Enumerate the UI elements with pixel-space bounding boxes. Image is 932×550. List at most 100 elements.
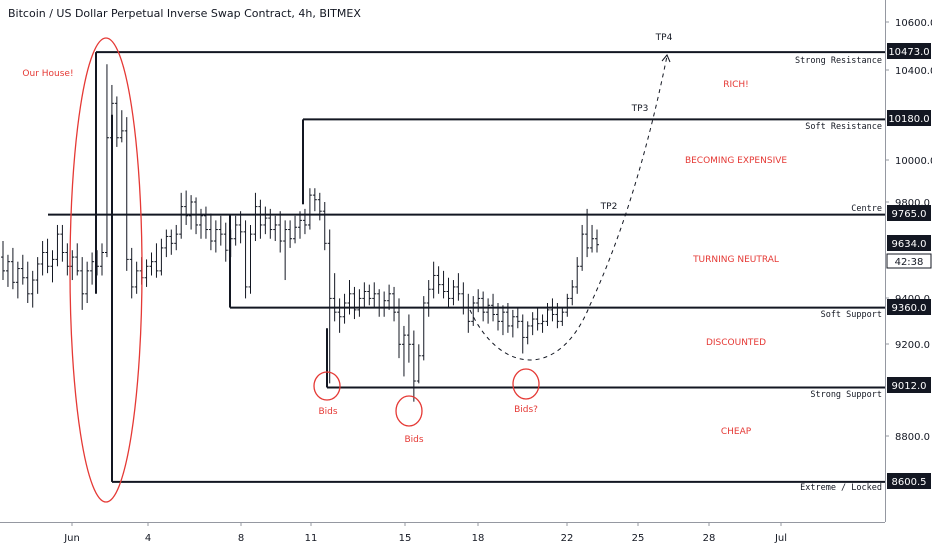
ohlc-bar — [327, 229, 332, 384]
level-price-tag: 10473.0 — [888, 47, 929, 58]
ohlc-bar — [288, 220, 293, 248]
ohlc-bar — [406, 314, 411, 363]
ohlc-bar — [104, 64, 109, 258]
ohlc-bar — [387, 284, 392, 310]
ohlc-bar — [174, 224, 179, 251]
ohlc-bar — [75, 243, 80, 276]
ohlc-bar — [570, 280, 575, 306]
ohlc-bar — [535, 307, 540, 331]
ohlc-bar — [530, 312, 535, 336]
zone-label: RICH! — [723, 80, 749, 90]
ohlc-bar — [100, 243, 104, 276]
ohlc-bar — [179, 192, 184, 239]
level-name: Strong Resistance — [795, 56, 882, 66]
target-label: TP4 — [655, 33, 673, 43]
ohlc-bar — [80, 257, 85, 310]
ohlc-bar — [20, 254, 25, 285]
ohlc-bar — [25, 261, 30, 303]
level-name: Centre — [851, 204, 882, 214]
ohlc-bar — [144, 259, 149, 287]
date-tick-label: 25 — [632, 533, 645, 544]
ohlc-bar — [194, 197, 199, 235]
ohlc-bar — [337, 298, 342, 333]
ohlc-bar — [149, 252, 154, 276]
ohlc-bar — [203, 206, 208, 239]
level-price-tag: 9765.0 — [892, 209, 927, 220]
ohlc-bar — [159, 238, 164, 276]
ohlc-bar — [213, 220, 218, 253]
ohlc-bar — [243, 220, 248, 299]
ohlc-bar — [322, 202, 327, 251]
ohlc-bar — [471, 296, 476, 326]
annotations-layer: RICH! BECOMING EXPENSIVE TURNING NEUTRAL DI… — [22, 33, 787, 445]
note-label: Bids? — [514, 405, 538, 415]
ohlc-bar — [119, 110, 124, 143]
ohlc-bar — [565, 293, 570, 317]
ohlc-bar — [317, 192, 322, 221]
price-tick-label: 9200.0 — [895, 340, 930, 351]
ohlc-bar — [169, 229, 174, 255]
ohlc-bar — [575, 257, 580, 294]
ohlc-bar — [461, 282, 466, 315]
ohlc-bar — [124, 117, 129, 271]
ohlc-bar — [189, 195, 194, 230]
ohlc-bar — [283, 220, 288, 281]
ohlc-bar — [293, 215, 298, 244]
date-tick-label: 4 — [145, 533, 151, 544]
ohlc-bar — [347, 280, 352, 315]
ohlc-bar — [90, 252, 95, 285]
ohlc-bar — [60, 224, 65, 262]
ohlc-bar — [35, 257, 40, 294]
ohlc-bar — [416, 344, 421, 384]
level-price-tag-box — [887, 205, 931, 221]
annotation-circles — [69, 37, 540, 503]
ohlc-bar — [421, 296, 426, 361]
candles-layer — [1, 64, 599, 402]
level-name: Strong Support — [810, 390, 882, 400]
time-axis: Jun 4 8 11 15 18 22 25 28 Jul — [63, 522, 787, 544]
ohlc-bar — [55, 224, 60, 267]
ohlc-bar — [426, 280, 431, 317]
ohlc-bar — [302, 208, 307, 235]
ohlc-bar — [401, 325, 406, 377]
date-tick-label: 22 — [561, 533, 574, 544]
ohlc-bar — [307, 188, 312, 230]
date-tick-label: 11 — [305, 533, 318, 544]
date-tick-label: Jul — [774, 533, 787, 544]
ohlc-bar — [85, 261, 90, 303]
ohlc-bar — [40, 241, 45, 276]
ohlc-bar — [223, 222, 228, 262]
date-tick-label: 8 — [238, 533, 244, 544]
price-tick-label: 8800.0 — [895, 432, 930, 443]
ohlc-bar — [184, 190, 189, 225]
ohlc-bar — [476, 289, 481, 313]
ohlc-bar — [456, 273, 461, 301]
date-tick-label: 18 — [472, 533, 485, 544]
ohlc-bar — [545, 302, 550, 326]
ohlc-bar — [218, 215, 223, 246]
annotation-ellipse — [512, 368, 540, 400]
ohlc-bar — [560, 307, 565, 326]
ohlc-bar — [5, 254, 10, 287]
ohlc-bar — [372, 282, 377, 308]
level-price-tag: 9012.0 — [892, 381, 927, 392]
ohlc-bar — [50, 250, 55, 283]
zone-label: CHEAP — [721, 427, 752, 437]
date-tick-label: 15 — [399, 533, 412, 544]
ohlc-bar — [362, 282, 367, 308]
date-tick-label: Jun — [63, 533, 80, 544]
target-label: TP2 — [600, 202, 618, 212]
last-price-tag: 9634.0 — [892, 239, 927, 250]
target-label: TP3 — [631, 104, 649, 114]
annotation-ellipse — [395, 395, 423, 427]
ohlc-bar — [253, 192, 258, 242]
ohlc-bar — [466, 293, 471, 333]
ohlc-bar — [540, 314, 545, 333]
zone-label: TURNING NEUTRAL — [692, 255, 779, 265]
ohlc-bar — [515, 307, 520, 329]
ohlc-bar — [248, 224, 253, 294]
ohlc-bar — [411, 330, 416, 402]
last-price-tag-box — [887, 235, 931, 251]
ohlc-bar — [431, 261, 436, 299]
